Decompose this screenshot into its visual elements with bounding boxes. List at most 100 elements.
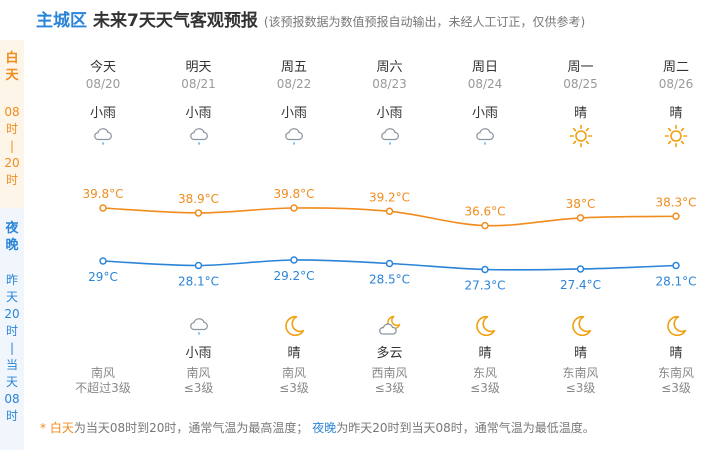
page-title: 未来7天天气客观预报 <box>93 11 258 31</box>
light-rain-icon <box>91 124 115 148</box>
forecast-day-column: 今天 08/20 小雨 南风 不超过3级 <box>63 56 143 395</box>
daytime-range-label: 08 时 | 20 时 <box>4 105 20 187</box>
daytime-weather: 小雨 <box>185 106 212 121</box>
day-name: 周六 <box>376 60 403 75</box>
low-temp-point[interactable] <box>576 265 585 273</box>
nighttime-label: 夜晚 <box>5 221 19 253</box>
low-temp-label: 29°C <box>88 270 118 284</box>
high-temp-point[interactable] <box>385 207 394 216</box>
note-daytime-text: 为当天08时到20时，通常气温为最高温度； <box>73 421 309 435</box>
nighttime-weather: 晴 <box>478 346 492 361</box>
wind-info: 东风 ≤3级 <box>445 366 525 396</box>
day-date: 08/23 <box>372 77 407 91</box>
day-name: 周五 <box>280 60 307 75</box>
day-date: 08/21 <box>181 77 216 91</box>
day-date: 08/20 <box>85 77 121 91</box>
forecast-day-column: 周二 08/26 晴晴东南风 ≤3级 <box>636 56 712 395</box>
note-nighttime-text: 为昨天20时到当天08时，通常气温为最低温度。 <box>336 421 595 435</box>
high-temp-point[interactable] <box>290 204 298 212</box>
day-name: 周日 <box>471 60 498 75</box>
wind-info: 东南风 ≤3级 <box>636 366 712 396</box>
day-date: 08/25 <box>563 77 598 91</box>
wind-info: 西南风 ≤3级 <box>350 366 430 396</box>
light-rain-icon <box>473 124 497 148</box>
wind-level: ≤3级 <box>661 381 691 395</box>
low-temp-point[interactable] <box>290 256 298 264</box>
daytime-weather: 小雨 <box>376 106 403 121</box>
daytime-weather: 小雨 <box>471 106 498 121</box>
wind-level: 不超过3级 <box>75 381 131 395</box>
wind-direction: 东南风 <box>562 366 599 380</box>
nighttime-range-label: 昨天 20 时 | 当天 08 时 <box>4 273 20 423</box>
high-temp-label: 39.8°C <box>273 187 314 201</box>
light-rain-icon <box>378 124 402 148</box>
wind-info: 南风 ≤3级 <box>254 366 334 396</box>
high-temp-label: 39.2°C <box>369 190 410 204</box>
low-temp-point[interactable] <box>99 257 107 265</box>
wind-level: ≤3级 <box>565 381 596 395</box>
nighttime-weather: 晴 <box>287 346 301 361</box>
light-rain-icon <box>187 124 211 148</box>
low-temp-label: 28.1°C <box>655 275 696 289</box>
forecast-day-column: 周五 08/22 小雨晴南风 ≤3级 <box>254 56 334 395</box>
moon-icon <box>473 314 497 338</box>
wind-info: 南风 ≤3级 <box>159 366 239 396</box>
high-temp-point[interactable] <box>194 209 203 217</box>
forecast-disclaimer: (该预报数据为数值预报自动输出，未经人工订正，仅供参考) <box>263 15 586 29</box>
forecast-day-column: 明天 08/21 小雨 小雨 南风 ≤3级 <box>159 56 239 395</box>
nighttime-weather: 小雨 <box>185 346 212 361</box>
low-temp-point[interactable] <box>194 261 203 270</box>
high-temp-label: 39.8°C <box>82 187 123 201</box>
high-temp-point[interactable] <box>576 214 585 222</box>
low-temp-label: 29.2°C <box>273 269 314 283</box>
high-temp-point[interactable] <box>99 204 107 212</box>
low-temp-point[interactable] <box>481 265 489 274</box>
sun-icon <box>569 124 593 148</box>
wind-direction: 南风 <box>186 366 211 380</box>
nighttime-weather: 晴 <box>669 346 683 361</box>
cloudy-night-icon <box>378 314 402 338</box>
day-name: 明天 <box>185 60 212 75</box>
forecast-day-column: 周一 08/25 晴晴东南风 ≤3级 <box>541 56 621 395</box>
wind-level: ≤3级 <box>279 381 309 395</box>
day-date: 08/24 <box>467 77 503 91</box>
daytime-band <box>0 40 24 208</box>
wind-direction: 西南风 <box>371 366 408 380</box>
sun-icon <box>664 124 688 148</box>
footer-note: * 白天为当天08时到20时，通常气温为最高温度； 夜晚为昨天20时到当天08时… <box>40 421 595 435</box>
forecast-day-column: 周日 08/24 小雨晴东风 ≤3级 <box>445 56 525 395</box>
high-temp-label: 36.6°C <box>464 205 505 219</box>
low-temp-label: 27.4°C <box>560 278 601 292</box>
nighttime-weather: 晴 <box>573 346 587 361</box>
high-temp-point[interactable] <box>672 212 680 220</box>
day-name: 今天 <box>89 60 116 75</box>
low-temp-label: 28.1°C <box>178 275 219 289</box>
moon-icon <box>664 314 688 338</box>
note-nighttime-word: 夜晚 <box>312 421 337 435</box>
region-name[interactable]: 主城区 <box>36 11 87 31</box>
high-temp-label: 38.9°C <box>178 192 219 206</box>
high-temp-label: 38.3°C <box>655 195 696 209</box>
high-temp-label: 38°C <box>566 197 596 211</box>
moon-icon <box>282 314 306 338</box>
high-temp-point[interactable] <box>481 221 489 230</box>
page-header: 主城区 未来7天天气客观预报 (该预报数据为数值预报自动输出，未经人工订正，仅供… <box>36 6 586 31</box>
daytime-weather: 晴 <box>573 106 587 121</box>
nighttime-weather: 多云 <box>376 346 403 361</box>
light-rain-icon <box>187 314 211 338</box>
wind-direction: 东南风 <box>657 366 694 380</box>
wind-info: 东南风 ≤3级 <box>541 366 621 396</box>
low-temp-point[interactable] <box>672 261 680 270</box>
low-temp-point[interactable] <box>385 259 394 268</box>
temperature-chart: 39.8°C 38.9°C 39.8°C 39.2°C 36.6°C 38°C 38.3°C… <box>82 187 696 293</box>
wind-level: ≤3级 <box>183 381 214 395</box>
low-temp-label: 27.3°C <box>464 279 505 293</box>
low-temp-label: 28.5°C <box>369 273 410 287</box>
wind-level: ≤3级 <box>374 381 405 395</box>
day-date: 08/26 <box>658 77 694 91</box>
day-name: 周一 <box>567 60 594 75</box>
wind-direction: 东风 <box>472 366 497 380</box>
forecast-day-column: 周六 08/23 小雨多云西南风 ≤3级 <box>350 56 430 395</box>
light-rain-icon <box>282 124 306 148</box>
note-daytime-word: 白天 <box>49 421 74 435</box>
